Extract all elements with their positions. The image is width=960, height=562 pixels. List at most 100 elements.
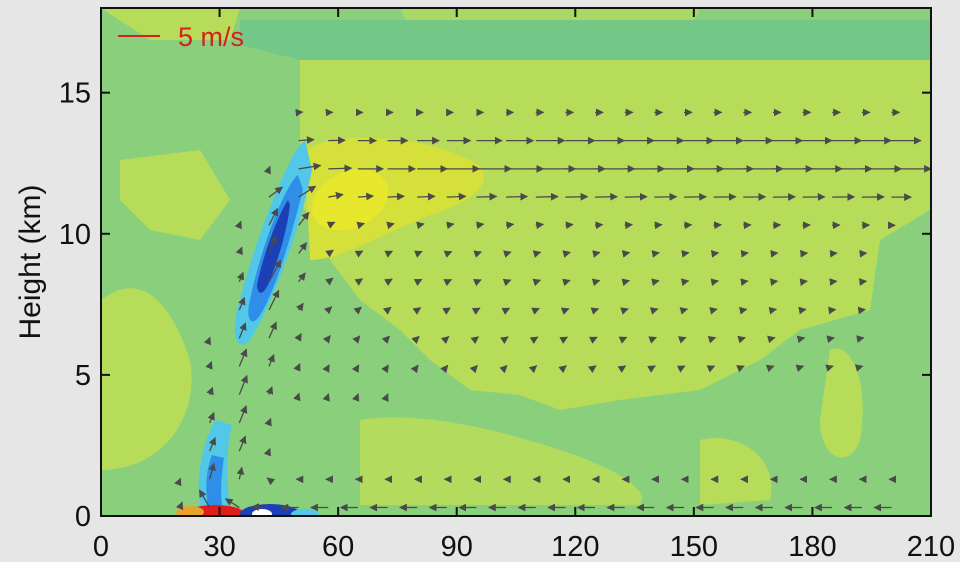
x-tick-label: 210 — [907, 531, 955, 562]
y-tick-label: 5 — [75, 360, 91, 392]
wind-vector — [175, 501, 184, 511]
wind-vector — [559, 336, 569, 344]
wind-vector — [234, 220, 242, 230]
wind-vector — [251, 503, 270, 512]
wind-vector — [829, 278, 838, 286]
wind-vector — [322, 335, 331, 344]
y-tick-label: 10 — [59, 219, 91, 251]
wind-vector — [268, 259, 282, 283]
wind-vector — [207, 411, 215, 424]
wind-vector — [236, 466, 245, 480]
wind-vector — [620, 307, 629, 315]
wind-vector — [412, 307, 422, 315]
wind-vector — [268, 207, 279, 226]
x-tick-label: 60 — [322, 531, 354, 562]
wind-vector — [413, 278, 423, 287]
wind-vector — [562, 250, 571, 258]
wind-vector — [562, 278, 571, 287]
wind-vector — [651, 278, 660, 287]
wind-vector — [446, 192, 467, 201]
wind-vector — [354, 250, 364, 258]
wind-vector — [384, 278, 393, 286]
wind-vector — [238, 374, 248, 395]
wind-vector — [442, 307, 451, 315]
wind-vector — [443, 250, 453, 258]
wind-vector — [235, 246, 243, 256]
wind-vector — [618, 336, 628, 344]
wind-vector — [297, 272, 306, 283]
wind-vector — [328, 191, 344, 200]
wind-vector — [208, 437, 217, 452]
wind-vector — [263, 447, 271, 457]
wind-vector — [707, 336, 717, 344]
wind-vector — [648, 336, 658, 344]
teal-band — [240, 20, 930, 60]
wind-vector — [651, 250, 660, 258]
wind-vector — [532, 250, 542, 258]
y-tick-label: 0 — [75, 501, 91, 533]
wind-vector — [236, 271, 245, 283]
wind-vector — [268, 289, 280, 311]
wind-vector — [414, 250, 423, 258]
wind-vector — [710, 278, 719, 287]
wind-vector — [384, 250, 394, 258]
wind-vector — [238, 405, 248, 424]
wind-vector — [799, 278, 808, 286]
wind-vector — [324, 277, 334, 286]
wind-vector — [476, 192, 498, 201]
wind-vector — [328, 164, 353, 173]
wind-vector — [592, 250, 601, 258]
wind-vector — [535, 192, 559, 201]
plot-frame — [100, 7, 932, 517]
wind-vector — [565, 221, 574, 230]
wind-vector — [738, 306, 748, 315]
x-tick-label: 180 — [788, 531, 836, 562]
wind-vector — [265, 386, 274, 395]
wind-vector — [476, 221, 485, 230]
wind-vector — [298, 242, 308, 254]
wind-vector — [560, 307, 570, 315]
wind-vector — [440, 336, 450, 345]
y-axis-label: Height (km) — [14, 184, 47, 339]
wind-vector — [473, 278, 482, 287]
wind-vector — [590, 307, 600, 315]
wind-vector — [267, 353, 275, 367]
wind-vector — [354, 278, 364, 286]
wind-vector — [678, 336, 687, 344]
wind-vector — [357, 192, 375, 201]
wind-vector — [205, 361, 213, 370]
wind-vector — [649, 307, 659, 315]
wind-vector — [410, 364, 419, 374]
wind-vector — [680, 278, 690, 287]
wind-vector — [446, 221, 455, 230]
wind-vector — [294, 333, 302, 342]
wind-vector — [681, 250, 690, 258]
wind-vector — [471, 307, 481, 315]
wind-vector — [238, 296, 246, 311]
wind-vector — [296, 302, 304, 312]
wind-vector — [709, 306, 718, 315]
wind-vector — [737, 335, 746, 344]
wind-vector — [356, 221, 365, 230]
x-tick-label: 150 — [670, 531, 718, 562]
wind-vector — [268, 186, 284, 198]
wind-vector — [352, 335, 361, 344]
wind-vector — [298, 136, 315, 144]
wind-vector — [353, 306, 362, 315]
wind-vector — [647, 365, 656, 373]
wind-vector — [238, 348, 248, 367]
wind-vector — [768, 306, 778, 315]
wind-vector — [531, 307, 540, 315]
x-tick-label: 0 — [93, 531, 109, 562]
vector-scale-legend: 5 m/s — [118, 22, 244, 52]
x-tick-label: 90 — [441, 531, 473, 562]
wind-vector — [798, 306, 807, 315]
wind-vector — [268, 235, 278, 254]
wind-vector — [387, 192, 405, 201]
wind-vector — [506, 192, 529, 201]
wind-vector — [293, 363, 301, 372]
vector-scale-label: 5 m/s — [178, 22, 244, 52]
wind-vector — [268, 321, 277, 339]
wind-vector — [740, 249, 749, 258]
